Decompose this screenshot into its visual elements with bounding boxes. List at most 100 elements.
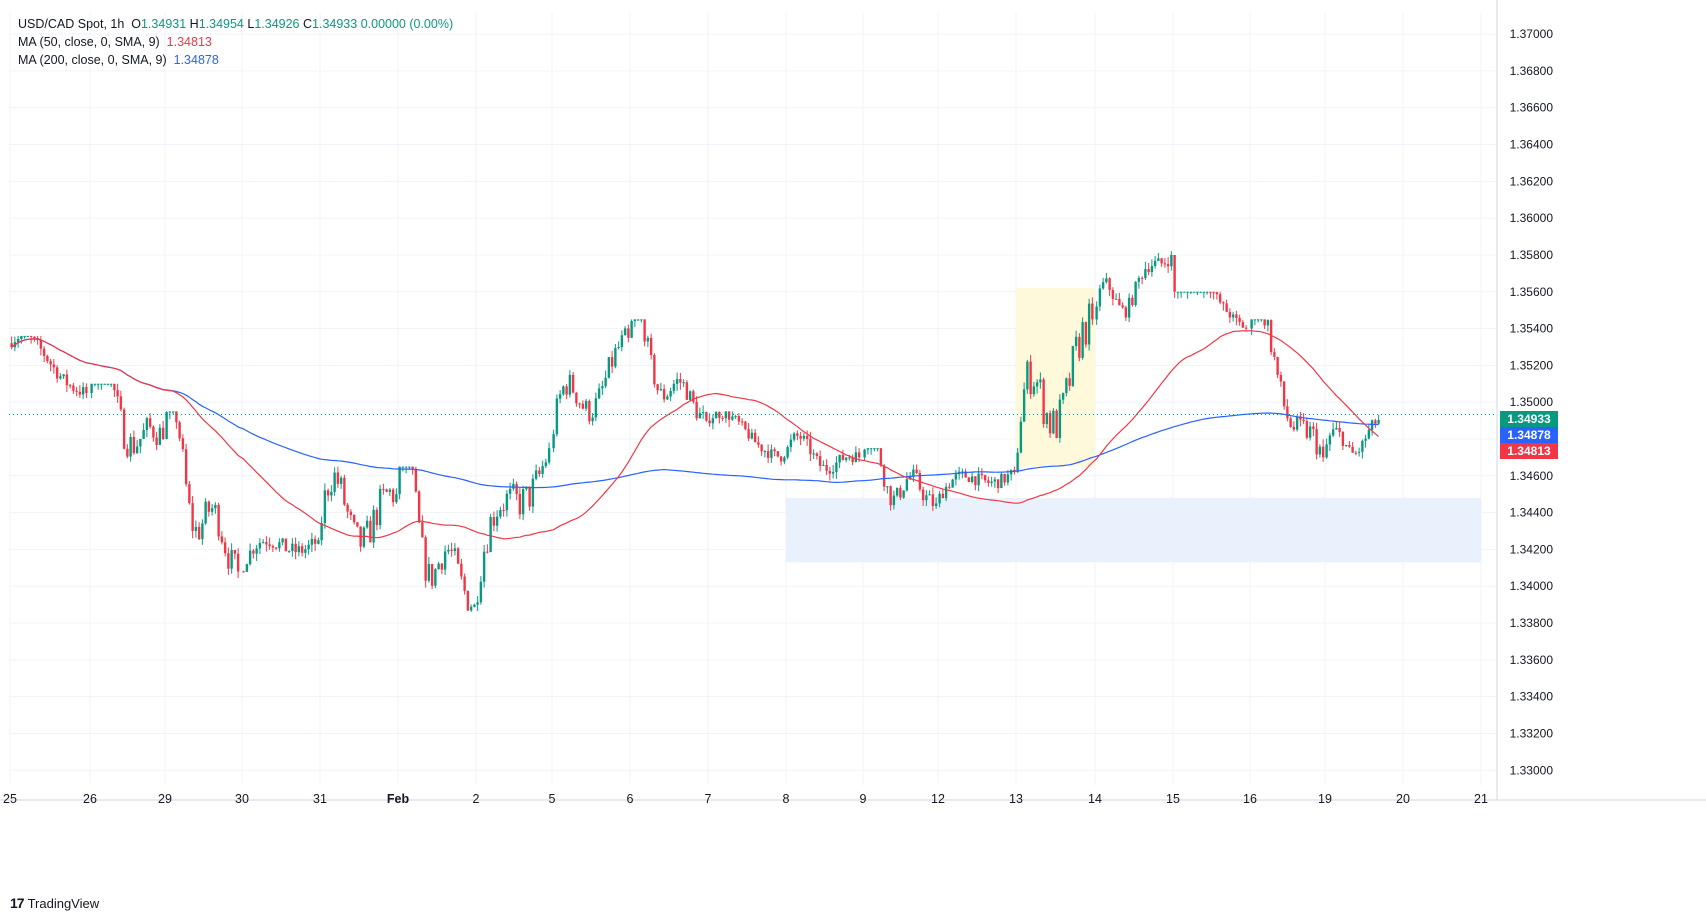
candle-body (796, 433, 799, 436)
candle-body (220, 536, 224, 543)
price-tag-bg (1500, 411, 1558, 427)
candle-body (1250, 319, 1253, 329)
candle-body (889, 486, 892, 506)
candle-body (983, 475, 987, 481)
candle-body (705, 412, 708, 421)
candle-body (33, 336, 36, 339)
symbol-label[interactable]: USD/CAD Spot, 1h (18, 17, 125, 31)
candle-body (708, 420, 711, 424)
candle-body (1087, 303, 1091, 345)
y-tick-label: 1.35400 (1510, 322, 1554, 336)
candle-body (1045, 413, 1049, 424)
candle-body (912, 469, 915, 477)
candle-body (333, 472, 336, 492)
x-tick-label: 21 (1474, 792, 1488, 806)
candle-body (1150, 266, 1154, 273)
candle-body (731, 416, 734, 420)
candle-body (828, 470, 832, 474)
candle-body (479, 581, 483, 603)
candle-body (52, 364, 56, 368)
candle-body (421, 522, 424, 538)
candle-body (854, 452, 858, 463)
candle-body (1325, 444, 1328, 458)
x-tick-label: 26 (83, 792, 97, 806)
candle-body (1118, 298, 1121, 306)
candle-body (93, 383, 97, 385)
candle-body (271, 546, 275, 548)
candle-body (385, 489, 388, 492)
tradingview-logo-icon: 17 (10, 895, 25, 911)
y-tick-label: 1.37000 (1510, 27, 1554, 41)
candle-body (1029, 361, 1032, 395)
x-tick-label: 9 (860, 792, 867, 806)
candle-body (802, 435, 806, 439)
candle-body (1321, 446, 1325, 458)
candle-body (1348, 444, 1351, 447)
candle-body (434, 569, 437, 586)
candle-body (623, 328, 627, 336)
time-axis[interactable]: 25 26 29 30 31 Feb 2 5 6 7 8 9 12 13 14 15 16 19 20 21 (3, 792, 1488, 806)
candle-body (1299, 416, 1302, 420)
candle-body (499, 510, 502, 517)
candle-body (863, 449, 866, 458)
candle-body (155, 437, 158, 445)
candle-body (672, 383, 676, 391)
x-tick-label: 13 (1009, 792, 1023, 806)
candle-body (1231, 314, 1235, 318)
candle-body (565, 386, 568, 395)
candle-body (1170, 254, 1173, 267)
candle-body (39, 339, 43, 349)
y-tick-label: 1.34400 (1510, 506, 1554, 520)
price-axis[interactable]: 1.37000 1.36800 1.36600 1.36400 1.36200 1.360… (0, 0, 1706, 801)
candle-body (242, 571, 245, 573)
candle-body (886, 486, 889, 488)
candle-body (512, 483, 515, 489)
price-tag-bg (1500, 443, 1558, 459)
x-tick-label: 20 (1396, 792, 1410, 806)
candle-body (46, 355, 49, 362)
candle-body (718, 411, 721, 418)
candle-body (1241, 322, 1245, 328)
tradingview-brand[interactable]: 17 TradingView (10, 895, 99, 911)
low-label: L (247, 17, 255, 31)
candle-body (343, 477, 346, 505)
candle-body (204, 501, 207, 524)
candle-body (1328, 435, 1332, 445)
candle-body (132, 437, 136, 454)
candle-body (1095, 306, 1098, 320)
ma50-legend-row[interactable]: MA (50, close, 0, SMA, 9) 1.34813 (18, 33, 453, 51)
ma200-legend-row[interactable]: MA (200, close, 0, SMA, 9) 1.34878 (18, 51, 453, 69)
candle-body (310, 539, 314, 545)
candle-body (921, 489, 925, 501)
candle-body (607, 357, 611, 378)
candle-body (518, 493, 522, 515)
candle-body (908, 476, 912, 480)
x-tick-label: 25 (3, 792, 17, 806)
y-tick-label: 1.34000 (1510, 579, 1554, 593)
candle-body (857, 452, 861, 458)
candle-body (489, 517, 492, 552)
y-tick-label: 1.33600 (1510, 653, 1554, 667)
candle-body (643, 319, 646, 342)
candle-body (1295, 416, 1299, 430)
candle-body (584, 400, 588, 409)
candle-body (701, 412, 705, 414)
candle-body (65, 374, 69, 386)
candle-body (555, 398, 559, 435)
candle-body (1312, 426, 1315, 430)
candle-body (789, 439, 793, 448)
candle-body (1357, 451, 1361, 453)
candle-body (812, 453, 815, 455)
candle-body (145, 418, 149, 431)
candle-body (815, 453, 819, 457)
price-tag-label: 1.34933 (1507, 412, 1551, 426)
candle-body (255, 548, 258, 554)
candle-body (122, 409, 126, 449)
candle-body (1315, 429, 1318, 455)
candle-body (1035, 382, 1039, 387)
candle-body (711, 418, 715, 424)
candle-body (261, 542, 265, 544)
candle-body (463, 576, 466, 591)
candle-body (1273, 352, 1276, 357)
